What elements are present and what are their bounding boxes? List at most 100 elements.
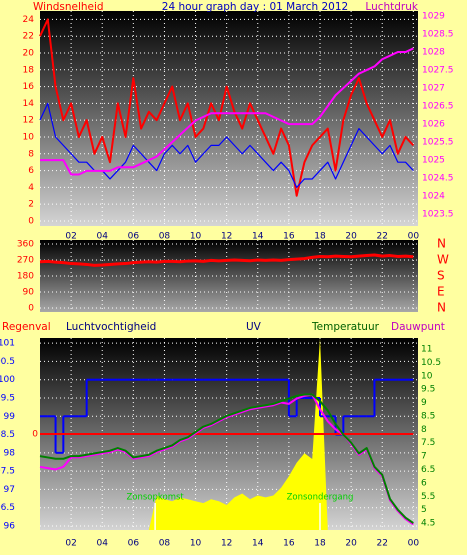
y2-tick-label: 1027 xyxy=(422,84,445,94)
x-tick-label: 04 xyxy=(96,232,108,242)
legend-label: Windsnelheid xyxy=(33,1,104,13)
y-tick-label: 4 xyxy=(28,183,34,193)
y-tick-label: 100.5 xyxy=(0,357,15,367)
y2-tick-label: 4.5 xyxy=(421,519,435,529)
y-tick-label: 14 xyxy=(23,99,35,109)
y-tick-label: 20 xyxy=(23,48,35,58)
y2-tick-label: 1024 xyxy=(422,192,445,202)
y-tick-label: 6 xyxy=(28,166,34,176)
y-tick-label: 0 xyxy=(28,216,34,226)
y2-tick-label: 1024.5 xyxy=(422,174,454,184)
line xyxy=(39,18,415,197)
y2-tick-label: 7.5 xyxy=(421,438,435,448)
legend-label: Dauwpunt xyxy=(391,321,445,333)
y-tick-label: 270 xyxy=(17,256,34,266)
legend-label: Regenval xyxy=(2,321,51,333)
y2-tick-label: 1028.5 xyxy=(422,30,454,40)
x-tick-label: 20 xyxy=(345,232,357,242)
y-tick-label: 97.5 xyxy=(0,467,15,477)
x-tick-label: 22 xyxy=(376,539,387,549)
y2-tick-label: 5.5 xyxy=(421,492,435,502)
x-tick-label: 16 xyxy=(283,539,295,549)
y-tick-label: 16 xyxy=(23,82,35,92)
x-tick-label: 16 xyxy=(283,232,295,242)
x-tick-label: 04 xyxy=(96,539,108,549)
x-tick-label: 12 xyxy=(221,232,232,242)
x-tick-label: 08 xyxy=(159,539,171,549)
legend-label: Luchtvochtigheid xyxy=(66,321,156,333)
area xyxy=(40,338,414,530)
x-tick-label: 06 xyxy=(128,232,140,242)
y3-tick-label: 0 xyxy=(32,430,38,440)
y2-tick-label: 1026.5 xyxy=(422,102,454,112)
x-tick-label: 08 xyxy=(159,232,171,242)
legend-label: Luchtdruk xyxy=(365,1,419,13)
y2-tick-label: 1025 xyxy=(422,156,445,166)
y2-tick-label: 1026 xyxy=(422,120,445,130)
y2-tick-label: 1025.5 xyxy=(422,138,454,148)
y-tick-label: 99.5 xyxy=(0,393,15,403)
line xyxy=(40,47,414,176)
y2-tick-label: 8.5 xyxy=(421,411,435,421)
x-tick-label: 12 xyxy=(221,539,232,549)
y-tick-label: 12 xyxy=(23,116,34,126)
y-tick-label: 360 xyxy=(17,240,34,250)
y-tick-label: 96 xyxy=(4,521,16,531)
x-tick-label: 14 xyxy=(252,539,264,549)
x-tick-label: 02 xyxy=(65,232,76,242)
y-tick-label: 98 xyxy=(4,448,16,458)
y-tick-label: 96.5 xyxy=(0,503,15,513)
y2-tick-label: 6.5 xyxy=(421,465,435,475)
y-tick-label: 90 xyxy=(23,288,35,298)
y-tick-label: 99 xyxy=(4,412,16,422)
x-tick-label: 10 xyxy=(190,232,202,242)
y2-tick-label: 7 xyxy=(421,452,427,462)
y2-tick-label: 9.5 xyxy=(421,385,435,395)
y-tick-label: 100 xyxy=(0,375,15,385)
x-tick-label: 18 xyxy=(314,232,326,242)
y-tick-label: 8 xyxy=(28,149,34,159)
y2-tick-label: 10.5 xyxy=(421,358,441,368)
y-tick-label: 10 xyxy=(23,132,35,142)
x-tick-label: 00 xyxy=(408,539,420,549)
x-tick-label: 22 xyxy=(376,232,387,242)
y2-tick-label: 10 xyxy=(421,371,433,381)
y-tick-label: 97 xyxy=(4,485,15,495)
annotation: Zonsopkomst xyxy=(126,493,184,503)
y2-tick-label: 8 xyxy=(421,425,427,435)
line xyxy=(39,253,414,267)
legend-label: Temperatuur xyxy=(311,321,380,333)
chart-title: 24 hour graph day : 01 March 2012 xyxy=(162,1,348,13)
annotation: Zonsondergang xyxy=(287,493,354,503)
y-tick-label: 22 xyxy=(23,32,34,42)
y2-tick-label: 1029 xyxy=(422,12,445,22)
y-tick-label: 2 xyxy=(28,200,34,210)
plot-area xyxy=(40,240,418,312)
line xyxy=(39,393,414,524)
x-tick-label: 20 xyxy=(345,539,357,549)
x-tick-label: 14 xyxy=(252,232,264,242)
x-tick-label: 06 xyxy=(128,539,140,549)
y-tick-label: 98.5 xyxy=(0,430,15,440)
y2-tick-label: 1023.5 xyxy=(422,210,454,220)
y2-tick-label: 11 xyxy=(421,344,432,354)
y-tick-label: 180 xyxy=(17,272,34,282)
y2-tick-label: N xyxy=(437,301,446,315)
y2-tick-label: S xyxy=(437,269,445,283)
y2-tick-label: 1028 xyxy=(422,48,445,58)
y2-tick-label: W xyxy=(437,253,449,267)
y2-tick-label: 5 xyxy=(421,505,427,515)
legend-label: UV xyxy=(246,321,262,333)
plot-area xyxy=(40,11,418,226)
x-tick-label: 02 xyxy=(65,539,76,549)
y2-tick-label: 6 xyxy=(421,478,427,488)
x-tick-label: 00 xyxy=(408,232,420,242)
y2-tick-label: N xyxy=(437,237,446,251)
y-tick-label: 101 xyxy=(0,339,15,349)
x-tick-label: 10 xyxy=(190,539,202,549)
y2-tick-label: 9 xyxy=(421,398,427,408)
y2-tick-label: 1027.5 xyxy=(422,66,454,76)
y-tick-label: 18 xyxy=(23,65,35,75)
